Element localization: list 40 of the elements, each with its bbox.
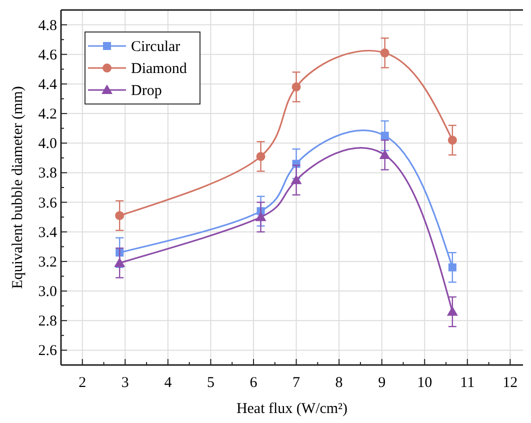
x-tick-label: 2: [78, 375, 86, 391]
point: [256, 152, 266, 161]
point: [379, 149, 390, 159]
y-tick-label: 3.4: [38, 224, 58, 241]
x-tick-label: 3: [121, 375, 129, 391]
point: [292, 82, 301, 92]
legend-label: Circular: [131, 39, 180, 55]
y-tick-label: 4.4: [38, 76, 58, 93]
y-tick-label: 2.6: [38, 343, 58, 360]
point: [448, 263, 456, 272]
x-axis-title: Heat flux (W/cm²): [236, 401, 348, 417]
x-tick-label: 12: [502, 375, 518, 391]
y-tick-label: 3.8: [38, 166, 57, 182]
point: [114, 257, 126, 267]
x-tick-label: 4: [164, 375, 172, 391]
y-tick-label: 4.2: [38, 106, 57, 123]
point: [380, 132, 389, 140]
y-tick-label: 3.0: [38, 284, 57, 300]
y-tick-label: 4.8: [38, 18, 57, 34]
y-tick-label: 4.6: [38, 47, 58, 64]
y-tick-label: 2.8: [38, 314, 57, 330]
x-tick-label: 5: [206, 375, 214, 391]
x-tick-label: 9: [378, 375, 386, 391]
legend-label: Diamond: [131, 61, 188, 77]
point: [380, 48, 390, 58]
point: [290, 174, 302, 184]
point: [115, 211, 124, 220]
legend-label: Drop: [131, 83, 162, 99]
x-tick-label: 10: [417, 375, 432, 391]
y-tick-label: 3.2: [38, 254, 57, 270]
y-tick-label: 4.0: [38, 136, 57, 152]
x-tick-label: 11: [460, 375, 475, 391]
point: [255, 212, 266, 222]
y-axis-title: Equivalent bubble diameter (mm): [10, 86, 26, 289]
x-tick-label: 8: [335, 375, 343, 391]
point: [448, 136, 457, 145]
x-tick-label: 6: [250, 375, 258, 391]
point: [446, 306, 458, 316]
y-tick-label: 3.6: [38, 195, 58, 212]
x-tick-label: 7: [292, 375, 301, 391]
